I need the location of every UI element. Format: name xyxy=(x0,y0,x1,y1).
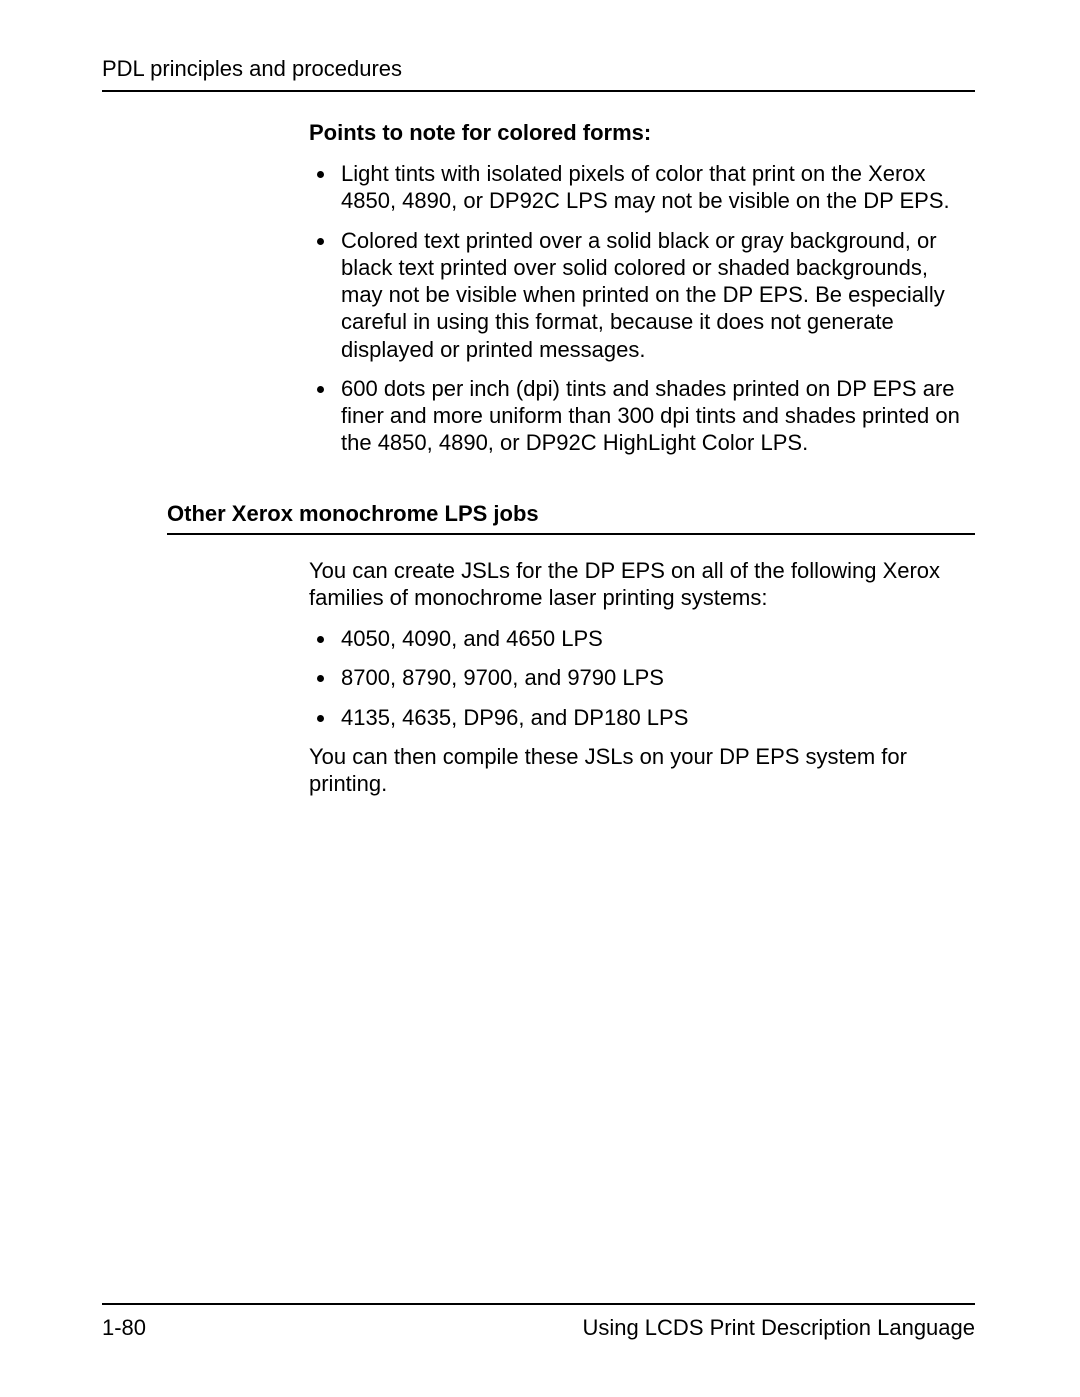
footer-row: 1-80 Using LCDS Print Description Langua… xyxy=(102,1315,975,1341)
doc-title: Using LCDS Print Description Language xyxy=(582,1315,975,1341)
section2-body: You can create JSLs for the DP EPS on al… xyxy=(309,557,975,798)
header-rule xyxy=(102,90,975,92)
list-item: Colored text printed over a solid black … xyxy=(337,227,975,363)
section-points-to-note: Points to note for colored forms: Light … xyxy=(309,120,975,457)
list-item: Light tints with isolated pixels of colo… xyxy=(337,160,975,215)
list-item: 4050, 4090, and 4650 LPS xyxy=(337,625,975,652)
list-item: 600 dots per inch (dpi) tints and shades… xyxy=(337,375,975,457)
list-item: 8700, 8790, 9700, and 9790 LPS xyxy=(337,664,975,691)
section2-outro: You can then compile these JSLs on your … xyxy=(309,743,975,798)
section2-bullet-list: 4050, 4090, and 4650 LPS 8700, 8790, 970… xyxy=(337,625,975,731)
section1-heading: Points to note for colored forms: xyxy=(309,120,975,146)
section2-intro: You can create JSLs for the DP EPS on al… xyxy=(309,557,975,612)
section1-bullet-list: Light tints with isolated pixels of colo… xyxy=(337,160,975,457)
page: PDL principles and procedures Points to … xyxy=(0,0,1080,1397)
section2-heading-wrap: Other Xerox monochrome LPS jobs xyxy=(167,501,975,535)
list-item: 4135, 4635, DP96, and DP180 LPS xyxy=(337,704,975,731)
running-header: PDL principles and procedures xyxy=(102,56,975,82)
footer-rule xyxy=(102,1303,975,1305)
section2-heading: Other Xerox monochrome LPS jobs xyxy=(167,501,975,527)
page-number: 1-80 xyxy=(102,1315,146,1341)
page-footer: 1-80 Using LCDS Print Description Langua… xyxy=(102,1303,975,1341)
section-other-xerox: Other Xerox monochrome LPS jobs You can … xyxy=(102,501,975,798)
section2-rule xyxy=(167,533,975,535)
